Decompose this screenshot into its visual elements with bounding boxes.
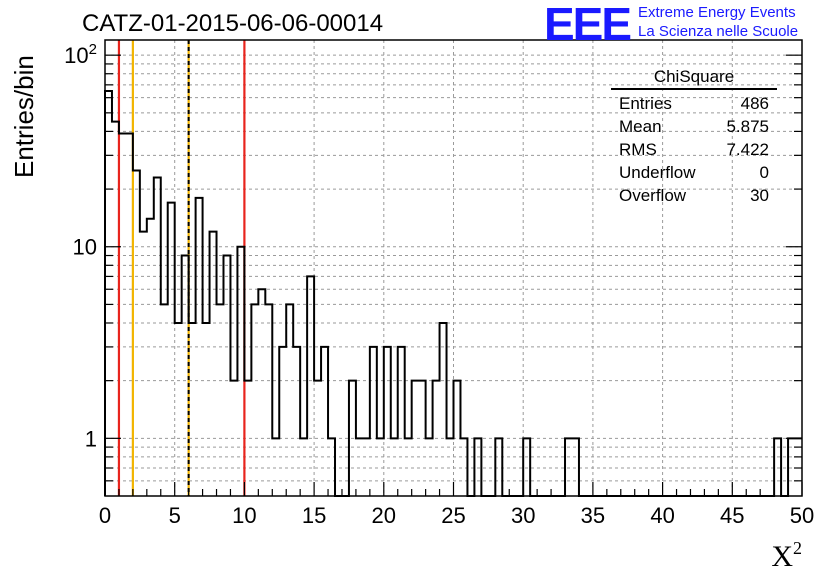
- stats-title: ChiSquare: [611, 67, 777, 90]
- grid-lines: [105, 40, 802, 496]
- y-tick-label: 1: [85, 426, 97, 451]
- x-tick-label: 50: [790, 503, 814, 528]
- x-axis-label: X2: [771, 538, 802, 572]
- stats-row-overflow: Overflow 30: [611, 184, 777, 207]
- axis-ticks: [104, 54, 803, 496]
- y-tick-label: 10: [73, 235, 97, 260]
- axis-tick-labels: 0 5 10 15 20 25 30 35 40 45 50 1 10 102: [64, 41, 814, 528]
- stats-label: Mean: [619, 117, 662, 136]
- stats-row-entries: Entries 486: [611, 92, 777, 115]
- stats-row-rms: RMS 7.422: [611, 138, 777, 161]
- x-tick-label: 30: [511, 503, 535, 528]
- stats-label: RMS: [619, 140, 657, 159]
- x-tick-label: 10: [232, 503, 256, 528]
- x-tick-label: 15: [302, 503, 326, 528]
- stats-row-underflow: Underflow 0: [611, 161, 777, 184]
- logo-line-1: Extreme Energy Events: [638, 4, 796, 21]
- stats-value: 30: [750, 186, 769, 205]
- x-tick-label: 20: [372, 503, 396, 528]
- y-tick-label: 102: [64, 41, 97, 68]
- stats-value: 486: [740, 94, 769, 113]
- y-axis-label: Entries/bin: [9, 55, 39, 178]
- stats-label: Entries: [619, 94, 672, 113]
- x-tick-label: 25: [441, 503, 465, 528]
- logo-line-2: La Scienza nelle Scuole: [638, 23, 799, 40]
- x-tick-label: 5: [169, 503, 181, 528]
- logo-mark: EEE: [544, 0, 632, 50]
- stats-value: 5.875: [726, 117, 769, 136]
- stats-value: 7.422: [726, 140, 769, 159]
- stats-label: Overflow: [619, 186, 687, 205]
- stats-box: ChiSquare Entries 486 Mean 5.875 RMS 7.4…: [611, 67, 777, 207]
- stats-label: Underflow: [619, 163, 696, 182]
- x-tick-label: 35: [581, 503, 605, 528]
- x-tick-label: 45: [720, 503, 744, 528]
- chart-title: CATZ-01-2015-06-06-00014: [82, 10, 384, 37]
- eee-logo: EEE Extreme Energy Events La Scienza nel…: [544, 0, 798, 50]
- stats-row-mean: Mean 5.875: [611, 115, 777, 138]
- x-tick-label: 40: [650, 503, 674, 528]
- stats-value: 0: [759, 163, 769, 182]
- x-tick-label: 0: [99, 503, 111, 528]
- logo-text: Extreme Energy Events La Scienza nelle S…: [638, 3, 836, 41]
